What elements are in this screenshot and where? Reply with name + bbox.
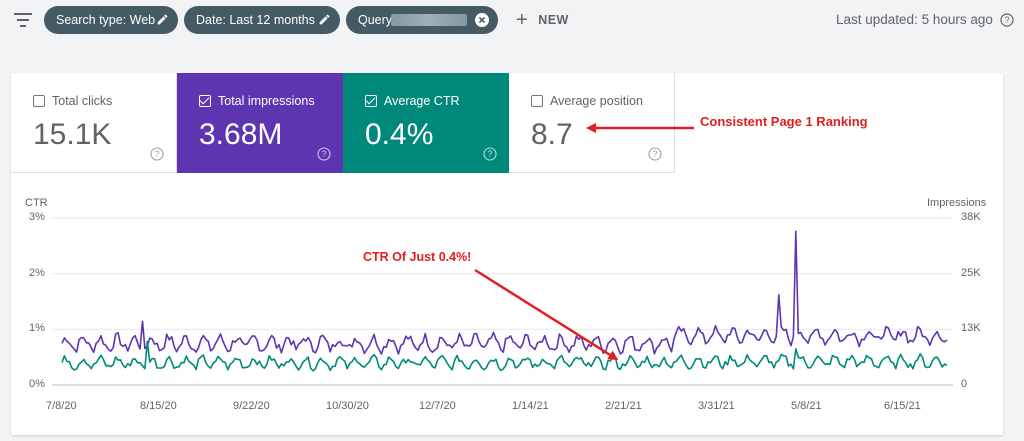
impressions-series-line[interactable]	[61, 230, 948, 355]
metric-total-impressions[interactable]: Total impressions 3.68M ?	[177, 73, 343, 173]
svg-text:?: ?	[487, 149, 492, 159]
checkbox-checked-icon[interactable]	[199, 95, 211, 107]
query-value-redacted	[391, 14, 467, 26]
checkbox-checked-icon[interactable]	[365, 95, 377, 107]
left-axis-tick: 3%	[29, 211, 45, 223]
average-ctr-value: 0.4%	[365, 118, 434, 151]
x-axis-tick: 7/8/20	[46, 400, 77, 412]
checkbox-icon[interactable]	[531, 95, 543, 107]
search-type-label: Search type: Web	[56, 13, 156, 27]
filter-icon[interactable]	[14, 12, 32, 28]
total-impressions-label: Total impressions	[218, 94, 315, 108]
query-label: Query:	[358, 13, 396, 27]
metric-average-ctr[interactable]: Average CTR 0.4% ?	[343, 73, 509, 173]
left-axis-tick: 2%	[29, 266, 45, 279]
last-updated-text: Last updated: 5 hours ago	[836, 12, 993, 27]
svg-text:?: ?	[154, 149, 159, 159]
average-position-value: 8.7	[531, 118, 573, 151]
metric-label-row: Total impressions	[199, 94, 315, 108]
metric-label-row: Average position	[531, 94, 643, 108]
x-axis-tick: 1/14/21	[512, 400, 549, 412]
query-chip[interactable]: Query:	[346, 6, 498, 34]
x-axis-tick: 9/22/20	[233, 400, 270, 412]
metric-label-row: Average CTR	[365, 94, 460, 108]
ranking-annotation: Consistent Page 1 Ranking	[700, 114, 868, 129]
right-axis-tick: 25K	[961, 266, 981, 279]
x-axis-tick: 6/15/21	[884, 400, 921, 412]
svg-text:?: ?	[1004, 15, 1009, 25]
search-type-chip[interactable]: Search type: Web	[44, 6, 178, 34]
left-axis-tick: 0%	[29, 378, 45, 390]
checkbox-icon[interactable]	[33, 95, 45, 107]
right-axis-title: Impressions	[927, 197, 987, 209]
right-axis-tick: 0	[961, 378, 968, 390]
close-icon[interactable]	[475, 13, 489, 27]
ctr-annotation: CTR Of Just 0.4%!	[363, 250, 472, 264]
date-range-label: Date: Last 12 months	[196, 13, 315, 27]
total-clicks-label: Total clicks	[52, 94, 113, 108]
left-axis-tick: 1%	[29, 322, 45, 335]
metric-total-clicks[interactable]: Total clicks 15.1K ?	[11, 73, 177, 173]
filter-bar: Search type: Web Date: Last 12 months Qu…	[0, 0, 1024, 40]
average-ctr-label: Average CTR	[384, 94, 460, 108]
help-icon[interactable]: ?	[1000, 13, 1014, 27]
x-axis-tick: 2/21/21	[605, 400, 642, 412]
x-axis-tick: 8/15/20	[140, 400, 177, 412]
date-range-chip[interactable]: Date: Last 12 months	[184, 6, 340, 34]
svg-text:?: ?	[652, 149, 657, 159]
average-position-label: Average position	[550, 94, 643, 108]
plus-icon: +	[516, 9, 529, 31]
edit-icon[interactable]	[318, 13, 331, 26]
x-axis-tick: 3/31/21	[698, 400, 735, 412]
metric-average-position[interactable]: Average position 8.7 ?	[509, 73, 675, 173]
performance-card: Total clicks 15.1K ? Total impressions 3…	[11, 73, 1003, 435]
right-axis-tick: 13K	[961, 322, 981, 335]
left-axis-title: CTR	[25, 197, 48, 209]
svg-text:?: ?	[321, 149, 326, 159]
right-axis-tick: 38K	[961, 211, 981, 223]
x-axis-tick: 12/7/20	[419, 400, 456, 412]
x-axis-tick: 10/30/20	[326, 400, 369, 412]
help-icon[interactable]: ?	[317, 147, 331, 161]
total-impressions-value: 3.68M	[199, 118, 283, 151]
new-filter-button[interactable]: + NEW	[516, 10, 569, 30]
ctr-series-line[interactable]	[61, 340, 948, 372]
help-icon[interactable]: ?	[483, 147, 497, 161]
help-icon[interactable]: ?	[648, 147, 662, 161]
help-icon[interactable]: ?	[150, 147, 164, 161]
new-filter-label: NEW	[538, 13, 569, 27]
total-clicks-value: 15.1K	[33, 118, 112, 151]
x-axis-tick: 5/8/21	[791, 400, 822, 412]
edit-icon[interactable]	[156, 13, 169, 26]
metric-label-row: Total clicks	[33, 94, 112, 108]
